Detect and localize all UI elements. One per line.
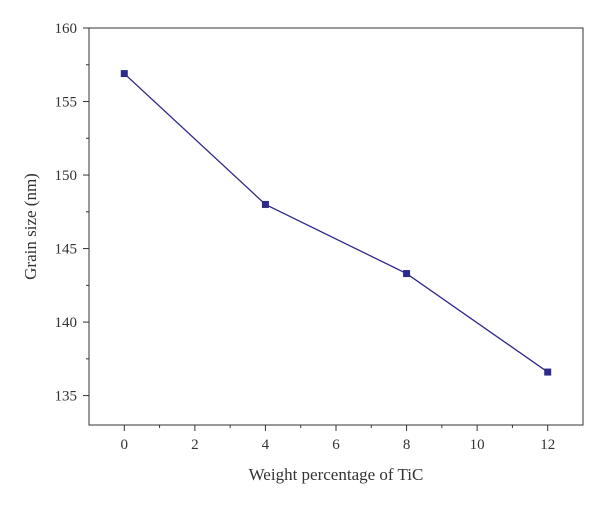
data-point-marker: [120, 70, 128, 78]
y-tick-label: 135: [55, 389, 78, 405]
x-tick-label: 0: [121, 437, 129, 453]
y-tick-label: 145: [55, 242, 78, 258]
x-tick-label: 12: [540, 437, 555, 453]
data-point-marker: [544, 368, 552, 376]
y-axis-title: Grain size (nm): [21, 173, 40, 280]
data-point-marker: [403, 270, 411, 278]
plot-frame: [88, 27, 584, 426]
axes: [88, 27, 584, 426]
series: [120, 70, 552, 376]
data-point-marker: [261, 200, 269, 208]
y-tick-label: 140: [55, 315, 78, 331]
x-tick-label: 8: [403, 437, 411, 453]
x-tick-label: 10: [470, 437, 485, 453]
ticks: 0 2 4 6 8 10 12 135 140 145 150 155 160: [55, 21, 556, 453]
x-tick-label: 4: [262, 437, 270, 453]
y-tick-label: 150: [55, 168, 78, 184]
x-axis-title: Weight percentage of TiC: [249, 465, 424, 484]
series-line: [123, 73, 549, 373]
x-tick-label: 6: [332, 437, 340, 453]
y-tick-label: 160: [55, 21, 78, 37]
x-tick-label: 2: [191, 437, 199, 453]
y-tick-label: 155: [55, 95, 78, 111]
